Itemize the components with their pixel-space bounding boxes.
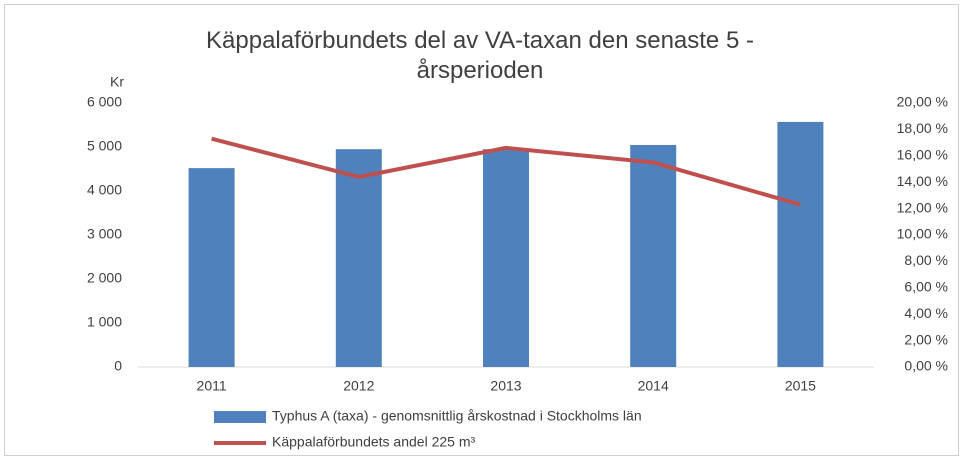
y2-tick-label: 2,00 % bbox=[904, 331, 948, 347]
y2-tick-label: 10,00 % bbox=[897, 226, 948, 242]
x-tick-label: 2013 bbox=[490, 378, 521, 394]
bar bbox=[188, 168, 235, 367]
y-tick-label: 3 000 bbox=[87, 226, 122, 242]
legend-label: Käppalaförbundets andel 225 m³ bbox=[272, 434, 475, 450]
y-tick-label: 1 000 bbox=[87, 314, 122, 330]
y2-tick-label: 6,00 % bbox=[904, 279, 948, 295]
y2-tick-label: 16,00 % bbox=[897, 147, 948, 163]
y2-tick-label: 18,00 % bbox=[897, 120, 948, 136]
legend-swatch bbox=[214, 411, 266, 423]
y-tick-label: 4 000 bbox=[87, 182, 122, 198]
bar bbox=[335, 149, 382, 367]
bar bbox=[630, 145, 677, 367]
chart-title: Käppalaförbundets del av VA-taxan den se… bbox=[206, 27, 754, 84]
y2-tick-label: 20,00 % bbox=[897, 94, 948, 110]
y2-tick-label: 8,00 % bbox=[904, 252, 948, 268]
y-tick-label: 0 bbox=[114, 358, 122, 374]
x-tick-label: 2011 bbox=[197, 378, 227, 394]
chart-frame bbox=[4, 4, 959, 456]
bar bbox=[483, 149, 529, 367]
y2-tick-label: 0,00 % bbox=[904, 358, 948, 374]
y-tick-label: 6 000 bbox=[87, 94, 122, 110]
line bbox=[211, 136, 801, 207]
x-tick-label: 2015 bbox=[785, 378, 816, 394]
x-tick-label: 2014 bbox=[638, 378, 669, 394]
y2-tick-label: 4,00 % bbox=[904, 305, 948, 321]
legend-label: Typhus A (taxa) - genomsnittlig årskostn… bbox=[272, 408, 642, 424]
bar bbox=[777, 121, 824, 367]
y2-tick-label: 12,00 % bbox=[897, 199, 948, 215]
y-tick-label: 5 000 bbox=[87, 138, 122, 154]
y-axis-title: Kr bbox=[110, 74, 124, 90]
y2-tick-label: 14,00 % bbox=[897, 173, 948, 189]
x-tick-label: 2012 bbox=[343, 378, 374, 394]
y-tick-label: 2 000 bbox=[87, 270, 122, 286]
